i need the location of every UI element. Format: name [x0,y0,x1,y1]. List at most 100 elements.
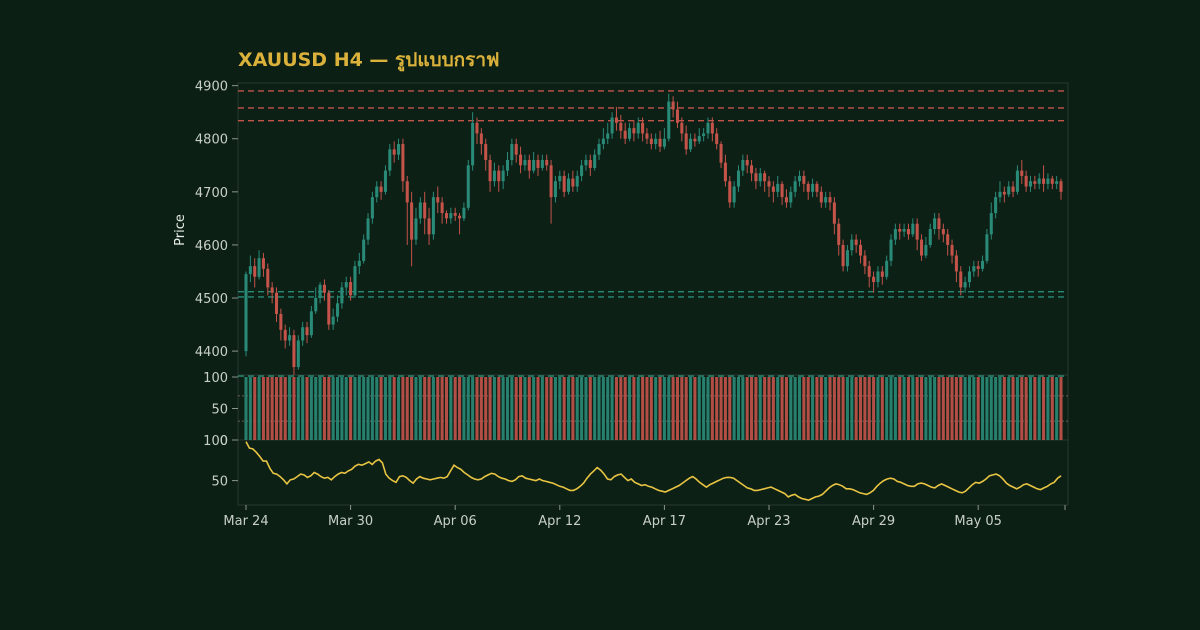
oscillator-bar [566,377,571,440]
candle-body [479,133,483,145]
candle-body [815,183,819,192]
candle-body [274,292,279,314]
candle-body [449,213,453,219]
candle-body [745,159,749,166]
oscillator-bar [392,377,396,440]
oscillator-bar [693,377,697,440]
oscillator-bar [815,377,819,440]
oscillator-bar [684,377,688,440]
candle-body [950,244,954,256]
oscillator-bar [671,377,675,440]
oscillator-bar [920,377,924,440]
candle-body [981,260,985,269]
oscillator-bar [536,377,540,440]
oscillator-bar [723,377,727,440]
oscillator-bar [418,377,422,440]
oscillator-bar [1037,377,1041,440]
candle-body [902,229,906,232]
candle-body [754,173,758,182]
oscillator-bar [1028,377,1033,440]
candle-body [811,183,815,192]
oscillator-bar [266,377,270,440]
candle-body [693,138,697,142]
candle-body [889,239,893,261]
candle-body [392,149,396,155]
oscillator-bar [628,377,632,440]
candle-body [880,271,884,277]
candle-body [763,173,767,182]
oscillator-bar [309,377,313,440]
oscillator-bar [397,377,401,440]
oscillator-bar [288,377,292,440]
oscillator-bar [405,377,409,440]
candle-body [471,122,475,166]
oscillator-bar [571,377,575,440]
candle-body [946,234,950,245]
oscillator-bar [458,377,462,440]
candle-body [614,117,618,123]
candle-body [532,159,536,171]
oscillator-bar [366,377,370,440]
oscillator-bar [580,377,584,440]
candle-body [1007,186,1011,195]
oscillator-bar [741,377,745,440]
candle-body [954,255,958,272]
oscillator-bar [553,377,557,440]
oscillator-bar [514,377,518,440]
candle-body [331,316,335,325]
oscillator-bar [340,377,344,440]
oscillator-bar [414,377,418,440]
oscillator-bar [702,377,706,440]
oscillator-bar [335,377,340,440]
oscillator-bar [261,377,265,440]
oscillator-bar [523,377,527,440]
candle-body [562,175,566,192]
y-axis-label: Price [173,214,188,246]
oscillator-bar [505,377,510,440]
candle-body [401,144,405,182]
candle-body [488,159,492,182]
oscillator-bar [401,377,405,440]
oscillator-bar [540,377,544,440]
candle-body [1002,191,1006,195]
oscillator-bar [963,377,967,440]
oscillator-bar [318,377,322,440]
oscillator-bar [793,377,797,440]
candle-body [702,133,706,137]
oscillator-bar [492,377,496,440]
candle-body [366,218,370,240]
oscillator-bar [837,377,841,440]
x-tick-label: Mar 24 [223,514,268,529]
candle-body [288,335,292,341]
oscillator-bar [388,377,392,440]
candle-body [867,266,871,277]
oscillator-bar [645,377,649,440]
oscillator-bar [449,377,453,440]
oscillator-bar [636,377,640,440]
oscillator-bar [1024,377,1028,440]
oscillator-bar [619,377,623,440]
oscillator-bar [928,377,932,440]
x-tick-label: May 05 [954,514,1002,529]
oscillator-bar [632,377,636,440]
candle-body [675,109,679,123]
candle-body [736,170,741,187]
candle-body [379,186,383,192]
oscillator-bar [588,377,592,440]
oscillator-bar [911,377,915,440]
x-tick-label: Apr 17 [643,514,686,529]
candle-body [253,266,257,277]
candle-body [510,144,514,160]
oscillator-bar [658,377,662,440]
oscillator-bar [880,377,884,440]
candle-body [784,197,788,203]
y-tick-label: 50 [211,403,228,418]
candle-body [832,202,836,224]
candle-body [728,181,732,203]
oscillator-bar [431,377,435,440]
candle-body [1055,181,1059,184]
candle-body [911,223,915,235]
oscillator-bar [728,377,732,440]
candle-body [283,329,287,341]
x-tick-label: Apr 12 [538,514,581,529]
